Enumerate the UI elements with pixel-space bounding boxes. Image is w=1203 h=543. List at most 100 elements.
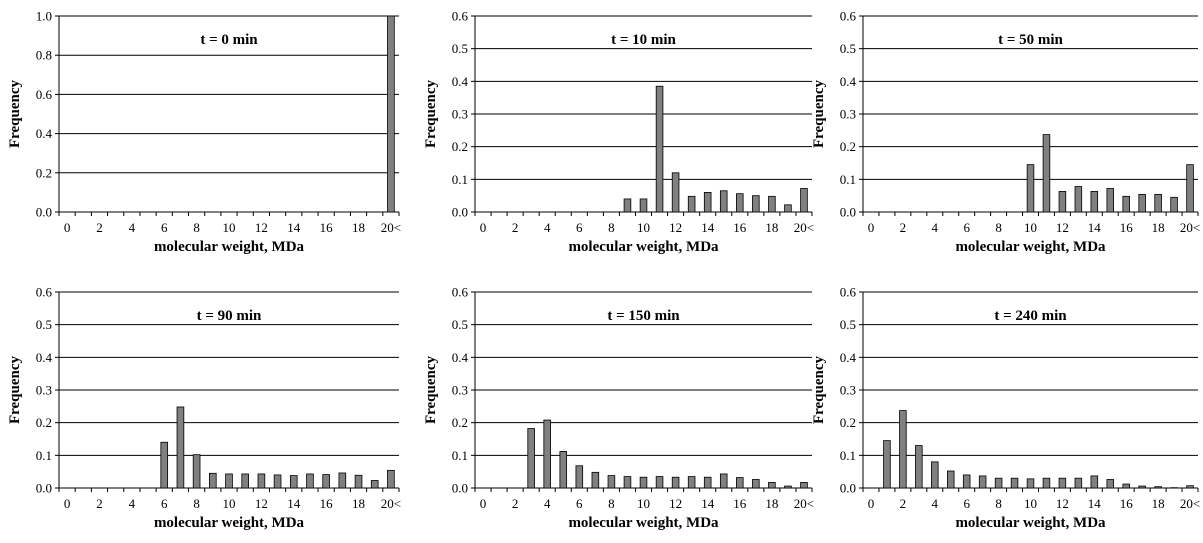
y-tick-label: 0.6	[840, 9, 857, 24]
x-tick-label: 0	[480, 220, 487, 235]
x-axis-title: molecular weight, MDa	[568, 515, 719, 531]
y-tick-label: 0.3	[452, 107, 468, 122]
y-tick-label: 0.6	[36, 87, 53, 102]
x-tick-label: 4	[932, 496, 939, 511]
y-tick-label: 0.0	[840, 481, 856, 496]
y-tick-label: 0.0	[452, 205, 468, 220]
x-tick-label: 4	[544, 496, 551, 511]
y-axis-title: Frequency	[811, 355, 827, 424]
y-tick-label: 0.6	[840, 285, 857, 300]
bar-20<	[1186, 164, 1194, 213]
bar-16	[736, 193, 744, 213]
y-tick-label: 0.4	[452, 74, 469, 89]
x-tick-label: 6	[576, 220, 583, 235]
panel-title: t = 240 min	[994, 308, 1067, 324]
x-axis-title: molecular weight, MDa	[154, 239, 305, 255]
bar-10	[1026, 164, 1035, 213]
y-tick-label: 0.0	[840, 205, 856, 220]
bar-8	[192, 454, 201, 489]
x-tick-label: 20<	[381, 496, 401, 511]
y-tick-label: 0.3	[36, 383, 52, 398]
bar-9	[209, 472, 217, 489]
x-tick-label: 4	[129, 496, 136, 511]
bar-11	[655, 476, 664, 489]
x-tick-label: 0	[868, 496, 875, 511]
bar-4	[931, 461, 939, 489]
y-tick-label: 0.6	[36, 285, 53, 300]
y-tick-label: 0.5	[840, 317, 856, 332]
x-tick-label: 8	[995, 496, 1002, 511]
x-axis-title: molecular weight, MDa	[154, 515, 305, 531]
chart-panel: 0.0 0.1 0.2 0.3 0.4 0.5 0.6 0 2 4 6 8 10 12 14 16 18 20< t…	[811, 285, 1200, 532]
x-tick-label: 12	[1056, 496, 1069, 511]
bar-11	[1042, 134, 1051, 213]
y-tick-label: 0.3	[452, 383, 468, 398]
y-tick-label: 0.6	[452, 285, 469, 300]
x-tick-label: 4	[932, 220, 939, 235]
x-tick-label: 8	[193, 220, 200, 235]
x-tick-label: 20<	[1180, 220, 1200, 235]
y-tick-label: 0.3	[840, 107, 856, 122]
bar-12	[671, 476, 680, 489]
bar-15	[1106, 479, 1115, 489]
bar-20<	[387, 469, 395, 489]
y-tick-label: 0.4	[452, 350, 469, 365]
bar-13	[1074, 477, 1083, 489]
x-tick-label: 16	[320, 496, 334, 511]
y-tick-label: 0.1	[452, 448, 468, 463]
bar-18	[1154, 193, 1162, 213]
chart-panel: 0.0 0.1 0.2 0.3 0.4 0.5 0.6 0 2 4 6 8 10 12 14 16 18 20< t…	[423, 9, 814, 256]
bar-7	[978, 475, 987, 489]
y-axis-title: Frequency	[811, 79, 827, 148]
bar-11	[655, 85, 664, 213]
bar-7	[176, 406, 185, 489]
y-tick-label: 0.6	[452, 9, 469, 24]
bar-7	[591, 471, 600, 489]
x-tick-label: 16	[1120, 220, 1134, 235]
x-tick-label: 16	[733, 496, 747, 511]
y-tick-label: 0.1	[840, 448, 856, 463]
y-tick-label: 0.8	[36, 48, 52, 63]
y-tick-label: 0.3	[840, 383, 856, 398]
x-tick-label: 0	[868, 220, 875, 235]
x-tick-label: 4	[544, 220, 551, 235]
chart-panel: 0.0 0.1 0.2 0.3 0.4 0.5 0.6 0 2 4 6 8 10 12 14 16 18 20< t…	[7, 285, 401, 532]
x-tick-label: 0	[64, 496, 71, 511]
x-tick-label: 6	[963, 220, 970, 235]
bar-11	[1042, 477, 1051, 489]
bar-3	[915, 445, 923, 489]
x-tick-label: 12	[255, 220, 268, 235]
y-axis-title: Frequency	[7, 355, 23, 424]
x-tick-label: 8	[608, 220, 615, 235]
x-tick-label: 10	[223, 220, 236, 235]
bar-15	[719, 190, 728, 213]
y-tick-label: 0.0	[36, 481, 52, 496]
panel-title: t = 0 min	[200, 32, 258, 48]
x-tick-label: 14	[701, 496, 715, 511]
x-tick-label: 8	[193, 496, 200, 511]
x-tick-label: 18	[1152, 220, 1165, 235]
x-tick-label: 18	[352, 220, 365, 235]
x-axis-title: molecular weight, MDa	[568, 239, 719, 255]
x-tick-label: 14	[701, 220, 715, 235]
bar-17	[1138, 485, 1146, 489]
x-axis-title: molecular weight, MDa	[955, 515, 1106, 531]
x-tick-label: 2	[900, 496, 907, 511]
x-tick-label: 0	[64, 220, 71, 235]
y-tick-label: 0.4	[36, 350, 53, 365]
x-tick-label: 8	[995, 220, 1002, 235]
x-tick-label: 18	[765, 496, 778, 511]
bar-15	[719, 473, 728, 489]
bar-20<	[800, 188, 808, 213]
y-tick-label: 0.2	[452, 415, 468, 430]
x-tick-label: 18	[765, 220, 778, 235]
x-tick-label: 16	[1120, 496, 1134, 511]
bar-4	[543, 419, 551, 489]
x-tick-label: 16	[733, 220, 747, 235]
bar-13	[273, 474, 282, 489]
bar-10	[639, 476, 648, 489]
y-tick-label: 0.4	[840, 74, 857, 89]
x-tick-label: 10	[223, 496, 236, 511]
bar-6	[962, 474, 971, 489]
bar-5	[559, 451, 568, 489]
